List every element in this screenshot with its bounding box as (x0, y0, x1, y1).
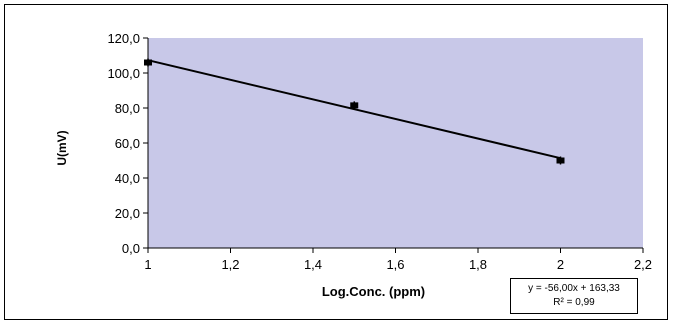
x-axis-title: Log.Conc. (ppm) (322, 284, 425, 299)
y-tick-label: 100,0 (107, 66, 140, 81)
x-tick-label: 1,4 (304, 257, 322, 272)
y-tick-label: 60,0 (115, 136, 140, 151)
x-tick-label: 1,6 (386, 257, 404, 272)
y-tick-label: 120,0 (107, 31, 140, 46)
x-tick-label: 1,2 (221, 257, 239, 272)
x-tick-label: 1 (144, 257, 151, 272)
y-tick-label: 20,0 (115, 206, 140, 221)
plot-area (148, 38, 643, 248)
trendline-equation-box: y = -56,00x + 163,33 R² = 0,99 (510, 278, 638, 314)
x-tick-label: 2 (557, 257, 564, 272)
y-tick-label: 0,0 (122, 241, 140, 256)
x-tick-label: 2,2 (634, 257, 652, 272)
y-tick-label: 40,0 (115, 171, 140, 186)
data-point (350, 102, 359, 109)
y-tick-label: 80,0 (115, 101, 140, 116)
data-point (144, 59, 152, 66)
x-tick-label: 1,8 (469, 257, 487, 272)
y-axis-title: U(mV) (55, 130, 69, 165)
r-squared: R² = 0,99 (553, 297, 595, 308)
trendline-equation: y = -56,00x + 163,33 (528, 283, 620, 294)
data-point (556, 157, 565, 164)
